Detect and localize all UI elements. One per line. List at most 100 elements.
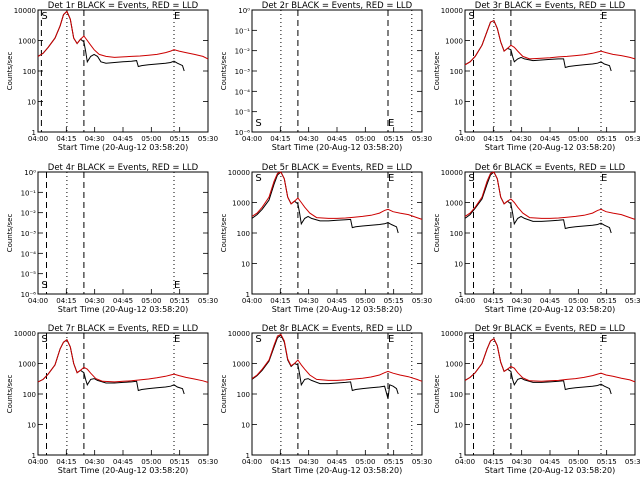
x-tick-label: 04:30 [512,297,532,305]
y-tick-label: 1 [32,129,36,137]
x-tick-label: 05:00 [141,297,161,305]
end-marker-label: E [174,11,180,22]
events-series-line [464,171,612,234]
x-tick-label: 05:00 [141,458,161,466]
y-tick-label: 10 [454,422,463,430]
y-tick-label: 1000 [232,361,250,369]
y-axis-label: Counts/sec [433,52,441,91]
y-tick-label: 10⁻⁴ [21,250,37,258]
x-tick-label: 05:30 [198,458,218,466]
plot-frame [37,9,209,133]
x-tick-label: 05:00 [568,135,588,143]
end-marker-label: E [388,334,394,345]
x-tick-label: 05:15 [384,297,404,305]
end-marker-label: E [388,118,394,129]
panel-title: Det 3r BLACK = Events, RED = LLD [475,1,626,11]
y-tick-label: 10⁻⁶ [235,129,251,137]
x-tick-label: 04:15 [483,297,503,305]
y-tick-label: 1000 [18,361,36,369]
panel-title: Det 2r BLACK = Events, RED = LLD [262,1,413,11]
plot-frame [251,332,423,456]
y-axis-label: Counts/sec [6,214,14,253]
y-axis-label: Counts/sec [433,375,441,414]
x-tick-label: 04:30 [299,135,319,143]
y-tick-label: 10000 [441,330,463,338]
y-tick-label: 100 [237,391,250,399]
y-tick-label: 100 [450,230,463,238]
start-marker-label: S [255,118,261,129]
panel-9r: Det 9r BLACK = Events, RED = LLD 1 10 100 10… [433,324,640,475]
x-tick-label: 05:00 [355,297,375,305]
y-tick-label: 1 [459,452,463,460]
x-tick-label: 04:30 [85,458,105,466]
y-tick-label: 10⁻¹ [235,27,251,35]
panel-8r: Det 8r BLACK = Events, RED = LLD 1 10 100 10… [220,324,432,475]
x-tick-label: 04:00 [28,297,48,305]
x-tick-label: 05:00 [568,297,588,305]
x-tick-label: 05:30 [412,297,432,305]
panel-title: Det 9r BLACK = Events, RED = LLD [475,324,626,334]
x-tick-label: 05:15 [170,297,190,305]
events-series-line [464,337,612,395]
y-tick-label: 10⁻¹ [21,189,37,197]
x-tick-label: 04:45 [540,297,560,305]
y-tick-label: 10 [241,422,250,430]
x-tick-label: 04:45 [113,297,133,305]
y-tick-label: 10⁻³ [21,230,37,238]
x-axis-label: Start Time (20-Aug-12 03:58:20) [485,305,616,314]
y-tick-label: 10⁰ [24,169,36,177]
x-tick-label: 05:00 [141,135,161,143]
panel-3r: Det 3r BLACK = Events, RED = LLD 1 10 100 10… [433,1,640,152]
y-tick-label: 1 [32,452,36,460]
start-marker-label: S [41,334,47,345]
x-tick-label: 04:45 [327,135,347,143]
panel-2r: Det 2r BLACK = Events, RED = LLD 10⁻⁶ 10⁻⁵… [220,1,432,152]
y-tick-label: 100 [450,68,463,76]
y-tick-label: 10⁻⁶ [21,291,37,299]
lld-series-line [464,171,636,220]
lld-series-line [37,10,209,60]
panel-title: Det 1r BLACK = Events, RED = LLD [48,1,199,11]
x-tick-label: 05:30 [625,458,640,466]
y-tick-label: 10000 [441,169,463,177]
y-axis-label: Counts/sec [6,52,14,91]
x-tick-label: 04:30 [85,135,105,143]
y-tick-label: 10 [241,261,250,269]
y-tick-label: 10⁻⁴ [235,88,251,96]
y-axis-label: Counts/sec [220,52,228,91]
x-tick-label: 05:30 [625,135,640,143]
x-tick-label: 05:15 [597,458,617,466]
lld-series-line [251,171,423,220]
end-marker-label: E [601,334,607,345]
x-tick-label: 04:00 [28,458,48,466]
plot-frame [464,171,636,295]
panel-4r: Det 4r BLACK = Events, RED = LLD 10⁻⁶ 10⁻⁵… [6,163,218,314]
y-tick-label: 10000 [14,7,36,15]
x-tick-label: 04:45 [327,458,347,466]
y-tick-label: 1000 [445,361,463,369]
x-tick-label: 04:15 [270,135,290,143]
start-marker-label: S [41,280,47,291]
x-tick-label: 05:15 [384,135,404,143]
lld-series-line [37,339,209,383]
lld-series-line [251,333,423,382]
y-tick-label: 10 [27,422,36,430]
y-tick-label: 10000 [228,169,250,177]
panel-title: Det 8r BLACK = Events, RED = LLD [262,324,413,334]
y-tick-label: 1000 [232,200,250,208]
x-axis-label: Start Time (20-Aug-12 03:58:20) [485,466,616,475]
y-tick-label: 100 [23,68,36,76]
x-tick-label: 05:00 [355,458,375,466]
events-series-line [37,10,185,72]
plot-frame [251,9,423,133]
x-tick-label: 05:00 [568,458,588,466]
plot-frame [464,332,636,456]
y-tick-label: 10000 [14,330,36,338]
y-tick-label: 1000 [445,200,463,208]
x-tick-label: 05:30 [412,135,432,143]
panel-title: Det 6r BLACK = Events, RED = LLD [475,163,626,173]
x-tick-label: 04:45 [113,458,133,466]
y-tick-label: 1 [246,452,250,460]
x-tick-label: 05:15 [170,135,190,143]
y-tick-label: 10⁰ [238,7,250,15]
